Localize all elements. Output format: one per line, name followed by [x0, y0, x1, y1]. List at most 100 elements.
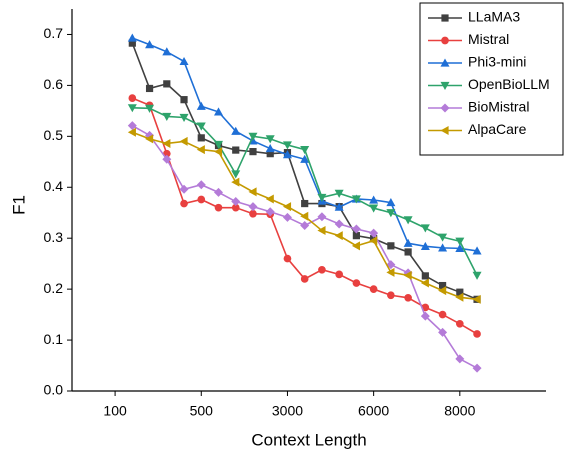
marker: [387, 291, 395, 300]
y-tick-label: 0.6: [44, 76, 64, 92]
legend-label: AlpaCare: [468, 121, 527, 137]
marker: [472, 271, 482, 280]
marker: [455, 292, 464, 302]
marker: [283, 254, 292, 263]
marker: [440, 126, 449, 135]
marker: [421, 272, 429, 280]
marker: [420, 224, 430, 233]
marker: [318, 265, 326, 274]
x-tick-label: 100: [103, 403, 127, 419]
marker: [214, 147, 223, 157]
marker: [472, 363, 482, 373]
marker: [438, 281, 447, 290]
marker: [455, 319, 464, 328]
marker: [420, 278, 429, 288]
marker: [231, 177, 240, 187]
marker: [282, 141, 292, 150]
marker: [179, 136, 188, 146]
marker: [438, 233, 448, 242]
marker: [440, 81, 450, 90]
marker: [282, 212, 292, 222]
marker: [386, 267, 395, 277]
marker: [145, 134, 154, 144]
marker: [179, 113, 189, 122]
x-tick-label: 6000: [358, 403, 389, 419]
marker: [404, 293, 412, 302]
marker: [351, 195, 361, 204]
marker: [317, 212, 327, 222]
marker: [335, 270, 343, 279]
marker: [282, 150, 292, 159]
marker: [403, 270, 412, 280]
marker: [300, 154, 310, 163]
marker: [231, 126, 241, 135]
marker: [334, 231, 343, 241]
marker: [179, 184, 189, 194]
marker: [317, 193, 327, 202]
marker: [473, 330, 481, 338]
marker: [231, 197, 241, 207]
y-tick-label: 0.7: [44, 25, 64, 41]
legend-label: BioMistral: [468, 99, 529, 115]
marker: [300, 145, 310, 155]
marker: [369, 236, 378, 246]
y-axis-title: F1: [9, 195, 28, 215]
marker: [317, 226, 326, 236]
marker: [128, 94, 137, 102]
marker: [163, 80, 171, 88]
marker: [196, 101, 206, 110]
marker: [282, 202, 292, 212]
marker: [180, 96, 188, 104]
marker: [455, 354, 465, 364]
marker: [196, 122, 206, 131]
marker: [265, 144, 275, 153]
marker: [334, 189, 344, 198]
marker: [214, 203, 223, 212]
marker: [231, 170, 241, 179]
marker: [214, 107, 224, 116]
marker: [300, 211, 309, 221]
marker: [369, 195, 379, 204]
marker: [438, 310, 447, 319]
marker: [231, 203, 240, 212]
marker: [265, 207, 275, 217]
legend-label: LLaMA3: [468, 9, 520, 25]
marker: [369, 228, 379, 238]
marker: [162, 138, 171, 148]
marker: [179, 56, 189, 66]
marker: [420, 241, 430, 250]
marker: [441, 14, 449, 22]
marker: [301, 199, 309, 208]
legend-label: OpenBioLLM: [468, 76, 550, 92]
marker: [472, 294, 481, 304]
marker: [441, 36, 449, 45]
marker: [369, 285, 378, 293]
x-tick-label: 8000: [444, 403, 475, 419]
marker: [249, 209, 257, 218]
marker: [387, 242, 395, 250]
marker: [232, 146, 240, 154]
marker: [196, 180, 206, 190]
marker: [438, 327, 448, 337]
marker: [127, 33, 137, 42]
marker: [403, 216, 413, 225]
marker: [352, 232, 360, 240]
marker: [455, 243, 465, 252]
marker: [456, 288, 464, 296]
marker: [214, 140, 224, 149]
marker: [196, 145, 205, 155]
marker: [472, 246, 482, 255]
marker: [162, 47, 172, 56]
marker: [334, 219, 344, 229]
marker: [248, 187, 257, 197]
marker: [300, 275, 309, 283]
y-tick-label: 0.3: [44, 229, 64, 245]
marker: [249, 148, 257, 156]
marker: [127, 121, 137, 131]
marker: [128, 39, 136, 47]
marker: [180, 199, 188, 208]
y-tick-label: 0.0: [44, 382, 64, 398]
marker: [162, 154, 172, 164]
legend-label: Mistral: [468, 31, 509, 47]
